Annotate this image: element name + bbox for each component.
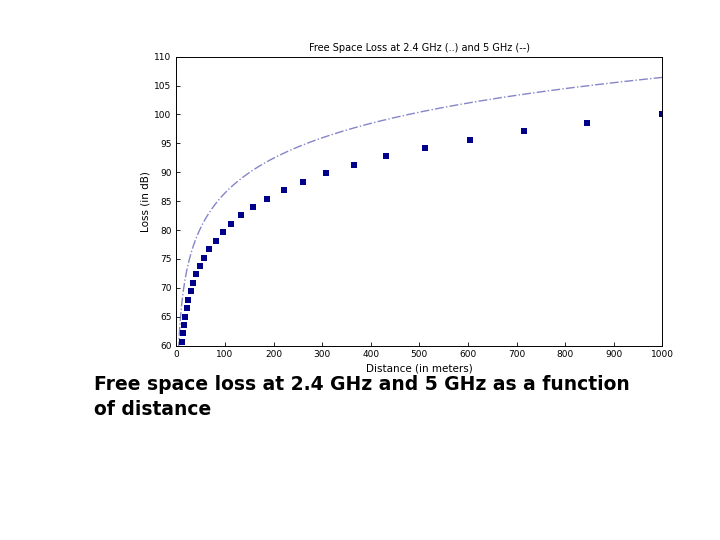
- X-axis label: Distance (in meters): Distance (in meters): [366, 363, 473, 374]
- Title: Free Space Loss at 2.4 GHz (..) and 5 GHz (--): Free Space Loss at 2.4 GHz (..) and 5 GH…: [309, 43, 530, 53]
- Text: Free space loss at 2.4 GHz and 5 GHz as a function
of distance: Free space loss at 2.4 GHz and 5 GHz as …: [94, 375, 629, 419]
- Y-axis label: Loss (in dB): Loss (in dB): [140, 171, 150, 232]
